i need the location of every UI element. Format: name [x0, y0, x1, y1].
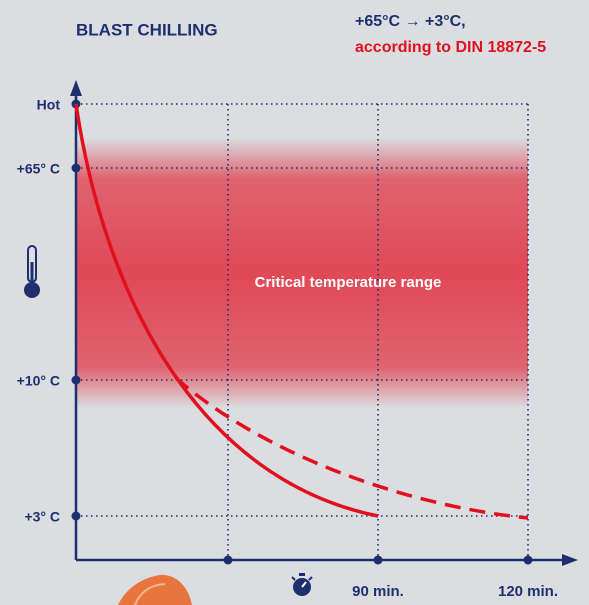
y-label: +3° C: [24, 509, 60, 525]
y-label: +10° C: [17, 373, 60, 389]
y-label: Hot: [37, 97, 61, 113]
y-label: +65° C: [17, 161, 60, 177]
title: BLAST CHILLING: [76, 20, 218, 39]
x-label: 90 min.: [352, 583, 404, 600]
diagram: BLAST CHILLING +65°C → +3°C, according t…: [0, 0, 589, 605]
x-label: 120 min.: [498, 583, 558, 600]
standard: according to DIN 18872-5: [355, 39, 546, 56]
formula: +65°C → +3°C,: [355, 13, 466, 30]
band-label: Critical temperature range: [255, 274, 442, 291]
